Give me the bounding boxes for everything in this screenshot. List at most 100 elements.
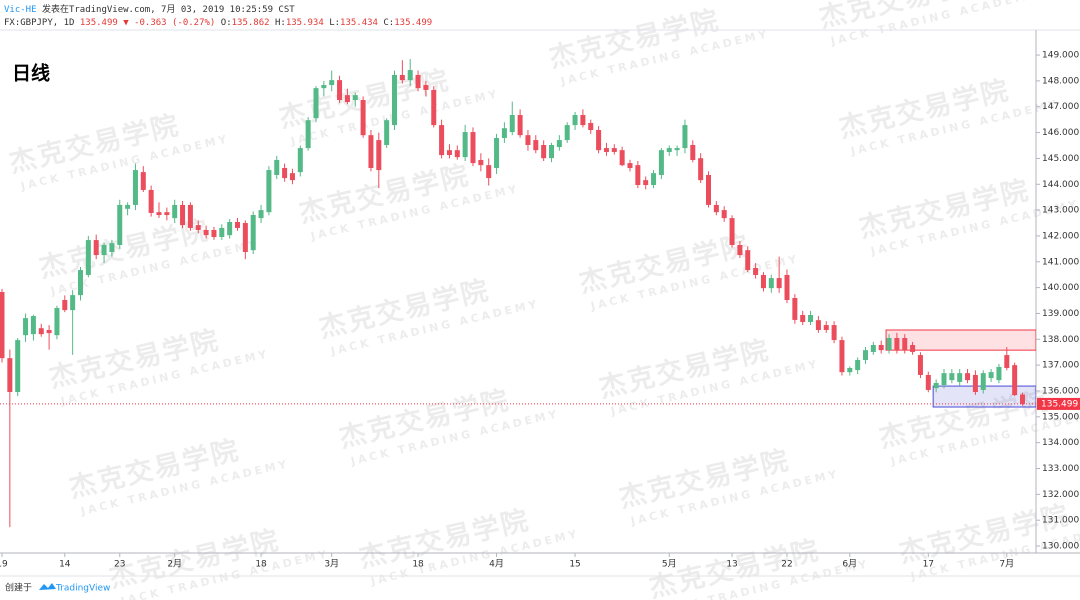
candle-body — [431, 89, 437, 126]
candle-body — [368, 135, 374, 168]
x-tick-label: 6月 — [842, 559, 857, 570]
candle-body — [949, 373, 955, 381]
author: Vic-HE — [4, 5, 37, 15]
x-tick-label: 5月 — [662, 559, 677, 570]
candle-body — [156, 212, 162, 216]
candle-body — [470, 132, 476, 164]
l-label: L: — [329, 18, 340, 28]
candle-body — [1004, 355, 1010, 368]
candle-body — [494, 138, 500, 168]
candle-body — [439, 125, 445, 156]
y-tick-label: 134.000 — [1042, 438, 1079, 448]
candle-body — [925, 374, 931, 390]
header-line-1: Vic-HE 发表在TradingView.com, 7月 03, 2019 1… — [4, 3, 295, 15]
candle-body — [46, 330, 52, 334]
candle-body — [847, 367, 853, 373]
candle-body — [674, 148, 680, 151]
x-tick-label: 15 — [569, 560, 580, 570]
candle-body — [682, 125, 688, 149]
candle-body — [941, 373, 947, 386]
candle-body — [965, 373, 971, 381]
candle-body — [713, 204, 719, 213]
y-tick-label: 135.000 — [1042, 412, 1079, 422]
candle-body — [894, 338, 900, 351]
candle-body — [258, 210, 264, 219]
candle-body — [344, 95, 350, 103]
candle-body — [274, 159, 280, 175]
candle-body — [172, 204, 178, 219]
plot — [0, 58, 1036, 528]
candle-body — [957, 373, 963, 382]
footer-brand[interactable]: TradingView — [55, 584, 110, 594]
candle-body — [423, 85, 429, 90]
candle-body — [760, 274, 766, 289]
h-value: 135.934 — [286, 18, 324, 28]
x-tick-label: 4月 — [489, 559, 504, 570]
y-tick-label: 149.000 — [1042, 51, 1079, 61]
candle-body — [415, 74, 421, 89]
candle-body — [54, 308, 60, 336]
candle-body — [446, 150, 452, 156]
y-tick-label: 131.000 — [1042, 516, 1079, 526]
candle-body — [556, 140, 562, 148]
candle-body — [203, 230, 209, 236]
candle-body — [603, 148, 609, 152]
x-tick-label: 2月 — [167, 559, 182, 570]
candle-body — [187, 204, 193, 228]
h-label: H: — [275, 18, 286, 28]
candle-body — [588, 123, 594, 131]
candle-body — [666, 148, 672, 152]
candle-body — [564, 125, 570, 141]
candle-body — [250, 215, 256, 251]
y-tick-label: 141.000 — [1042, 257, 1079, 267]
candle-body — [478, 159, 484, 166]
x-tick-label: 22 — [781, 560, 792, 570]
candle-body — [337, 80, 343, 101]
candle-body — [996, 366, 1002, 381]
candle-body — [768, 278, 774, 289]
candle-body — [855, 359, 861, 371]
y-tick-label: 133.000 — [1042, 464, 1079, 474]
candle-body — [164, 212, 170, 216]
candle-body — [784, 274, 790, 301]
candle-body — [93, 240, 99, 256]
candle-body — [132, 170, 138, 205]
x-tick-label: 14 — [59, 560, 71, 570]
candle-body — [140, 172, 146, 190]
candle-body — [109, 243, 115, 252]
candle-body — [690, 144, 696, 160]
candle-body — [23, 318, 29, 336]
candle-body — [517, 115, 523, 136]
candle-body — [407, 70, 413, 81]
candle-body — [282, 167, 288, 179]
candle-body — [643, 180, 649, 186]
header-line-2: FX:GBPJPY, 1D 135.499 ▼ -0.363 (-0.27%) … — [4, 18, 432, 28]
candle-body — [933, 382, 939, 389]
candle-body — [988, 372, 994, 379]
candle-body — [533, 140, 539, 151]
candle-body — [627, 163, 633, 168]
o-value: 135.862 — [232, 18, 270, 28]
candle-body — [486, 165, 492, 179]
candle-body — [313, 88, 319, 119]
candle-body — [321, 85, 327, 89]
candle-body — [839, 340, 845, 373]
candle-body — [376, 140, 382, 171]
candle-body — [776, 278, 782, 289]
candle-body — [972, 374, 978, 393]
candle-body — [454, 150, 460, 158]
candle-body — [745, 250, 751, 271]
x-tick-label: 13 — [726, 560, 737, 570]
candle-body — [721, 210, 727, 219]
candle-body — [85, 240, 91, 275]
candle-body — [125, 204, 131, 209]
y-tick-label: 143.000 — [1042, 206, 1079, 216]
c-label: C: — [383, 18, 394, 28]
candle-body — [1020, 394, 1025, 404]
candle-body — [266, 170, 272, 213]
y-tick-label: 130.000 — [1042, 542, 1079, 552]
candle-body — [910, 344, 916, 352]
candle-body — [501, 128, 507, 139]
footer-created: 创建于 — [5, 582, 32, 594]
